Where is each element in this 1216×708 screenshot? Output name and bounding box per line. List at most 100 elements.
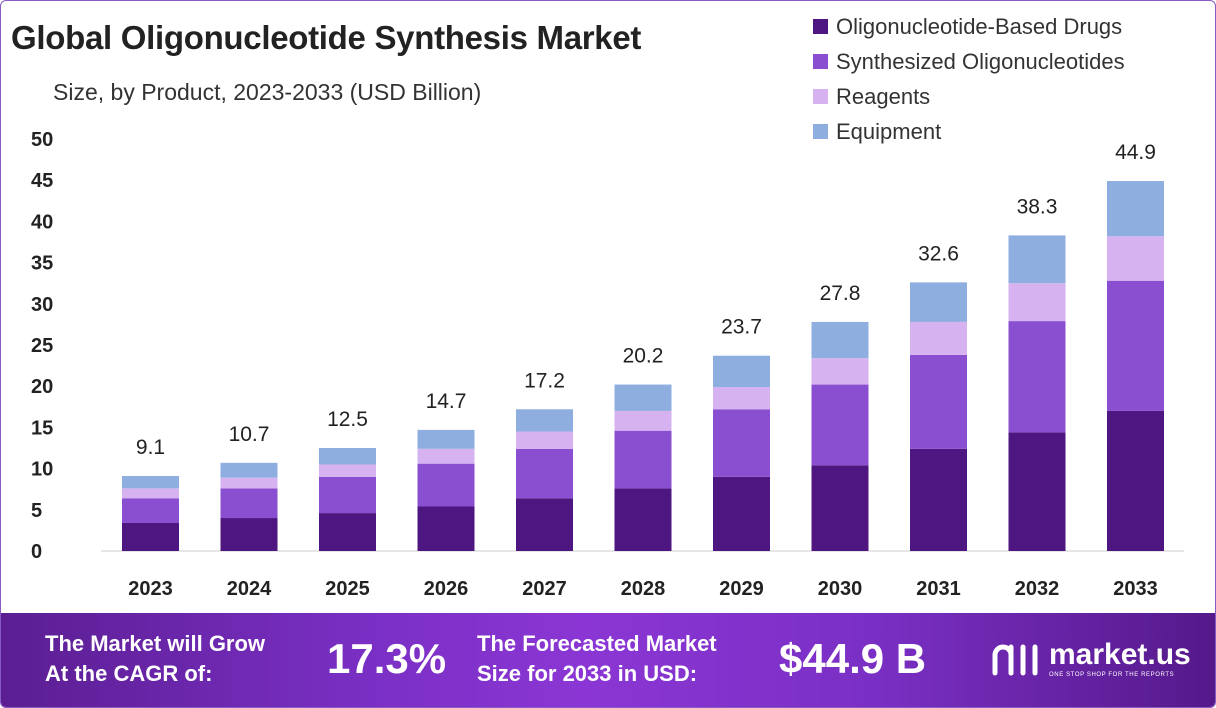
chart-title: Global Oligonucleotide Synthesis Market xyxy=(11,19,642,56)
bar-total-label: 14.7 xyxy=(426,390,467,413)
bar-segment-2 xyxy=(1107,280,1164,411)
x-tick-label: 2024 xyxy=(227,578,272,600)
x-tick-label: 2032 xyxy=(1015,578,1060,600)
bar-total-label: 10.7 xyxy=(229,423,270,446)
bar-segment-2 xyxy=(220,488,278,519)
legend-label-synthesized: Synthesized Oligonucleotides xyxy=(836,48,1125,74)
stacked-bar-chart: 051015202530354045509.1202310.7202412.52… xyxy=(31,129,1184,600)
cagr-label-line1: The Market will Grow xyxy=(45,631,266,656)
bar-total-label: 23.7 xyxy=(721,316,762,339)
x-tick-label: 2026 xyxy=(424,578,469,600)
bar-segment-4 xyxy=(811,321,869,359)
legend-swatch-equipment xyxy=(813,124,828,139)
y-tick-label: 10 xyxy=(31,459,53,481)
bar-segment-1 xyxy=(516,498,573,551)
bar-total-label: 9.1 xyxy=(136,436,165,459)
bar-segment-3 xyxy=(220,477,278,489)
bar-segment-1 xyxy=(417,506,475,551)
bar-segment-2 xyxy=(122,498,179,523)
bar-segment-4 xyxy=(1008,235,1066,284)
x-tick-label: 2025 xyxy=(325,578,370,600)
y-tick-label: 20 xyxy=(31,376,53,398)
x-tick-label: 2028 xyxy=(621,578,666,600)
bar-segment-1 xyxy=(614,488,672,551)
bar-segment-1 xyxy=(1107,410,1164,551)
legend-swatch-drugs xyxy=(813,19,828,34)
bar-segment-3 xyxy=(1107,236,1164,281)
bar-segment-1 xyxy=(122,522,179,551)
bar-segment-3 xyxy=(1008,283,1066,322)
legend-label-equipment: Equipment xyxy=(836,118,942,144)
bar-segment-1 xyxy=(811,465,869,551)
forecast-label: The Forecasted Market Size for 2033 in U… xyxy=(477,629,717,689)
legend-swatch-reagents xyxy=(813,89,828,104)
bar-segment-3 xyxy=(516,431,573,449)
legend-label-reagents: Reagents xyxy=(836,83,931,109)
y-tick-label: 30 xyxy=(31,294,53,316)
forecast-label-line1: The Forecasted Market xyxy=(477,631,717,656)
legend-item-drugs: Oligonucleotide-Based Drugs xyxy=(813,9,1125,44)
bar-segment-4 xyxy=(910,282,967,322)
bar-total-label: 32.6 xyxy=(918,242,959,265)
bar-segment-3 xyxy=(122,488,179,499)
bar-segment-2 xyxy=(614,430,672,489)
market-us-logo-icon xyxy=(992,644,1038,676)
legend-item-synthesized: Synthesized Oligonucleotides xyxy=(813,44,1125,79)
bar-segment-4 xyxy=(122,476,179,489)
y-tick-label: 45 xyxy=(31,170,53,192)
bar-segment-4 xyxy=(713,355,770,388)
chart-subtitle: Size, by Product, 2023-2033 (USD Billion… xyxy=(53,79,482,105)
bar-segment-2 xyxy=(910,354,967,449)
y-tick-label: 50 xyxy=(31,129,53,151)
cagr-label: The Market will Grow At the CAGR of: xyxy=(45,629,265,689)
bar-segment-2 xyxy=(516,448,573,499)
bar-segment-2 xyxy=(417,463,475,507)
footer-banner: The Market will Grow At the CAGR of: 17.… xyxy=(1,613,1215,707)
x-tick-label: 2027 xyxy=(522,578,567,600)
legend-item-reagents: Reagents xyxy=(813,79,1125,114)
bar-segment-4 xyxy=(1107,181,1164,237)
bar-segment-1 xyxy=(1008,432,1066,551)
legend-item-equipment: Equipment xyxy=(813,114,1125,149)
legend: Oligonucleotide-Based Drugs Synthesized … xyxy=(813,9,1125,149)
bar-segment-4 xyxy=(319,448,376,465)
cagr-label-line2: At the CAGR of: xyxy=(45,661,213,686)
bar-segment-3 xyxy=(811,358,869,385)
x-tick-label: 2033 xyxy=(1113,578,1158,600)
bar-segment-4 xyxy=(516,409,573,432)
bar-segment-2 xyxy=(811,384,869,466)
brand-logo: market.us ONE STOP SHOP FOR THE REPORTS xyxy=(991,639,1191,679)
legend-swatch-synthesized xyxy=(813,54,828,69)
bar-segment-3 xyxy=(910,321,967,355)
bar-segment-2 xyxy=(1008,321,1066,433)
bar-total-label: 20.2 xyxy=(623,345,664,368)
bar-segment-1 xyxy=(220,518,278,551)
bar-segment-3 xyxy=(319,464,376,477)
legend-label-drugs: Oligonucleotide-Based Drugs xyxy=(836,13,1123,39)
cagr-value: 17.3% xyxy=(327,635,447,682)
bar-segment-1 xyxy=(713,476,770,551)
bar-segment-3 xyxy=(417,448,475,464)
bar-total-label: 17.2 xyxy=(524,369,565,392)
bar-segment-4 xyxy=(220,462,278,478)
brand-tagline: ONE STOP SHOP FOR THE REPORTS xyxy=(1049,672,1175,678)
brand-name: market.us xyxy=(1049,638,1191,671)
bar-total-label: 38.3 xyxy=(1017,195,1058,218)
bar-segment-2 xyxy=(319,476,376,514)
y-tick-label: 15 xyxy=(31,417,53,439)
forecast-label-line2: Size for 2033 in USD: xyxy=(477,661,698,686)
bar-total-label: 27.8 xyxy=(820,282,861,305)
y-tick-label: 5 xyxy=(31,500,42,522)
bar-segment-3 xyxy=(614,410,672,431)
x-tick-label: 2023 xyxy=(128,578,173,600)
bar-segment-3 xyxy=(713,387,770,410)
y-tick-label: 35 xyxy=(31,253,53,275)
bar-segment-2 xyxy=(713,409,770,477)
y-tick-label: 0 xyxy=(31,541,42,563)
bar-total-label: 44.9 xyxy=(1115,141,1156,164)
bar-segment-4 xyxy=(614,384,672,411)
y-tick-label: 40 xyxy=(31,211,53,233)
forecast-value: $44.9 B xyxy=(779,635,927,682)
x-tick-label: 2029 xyxy=(719,578,764,600)
